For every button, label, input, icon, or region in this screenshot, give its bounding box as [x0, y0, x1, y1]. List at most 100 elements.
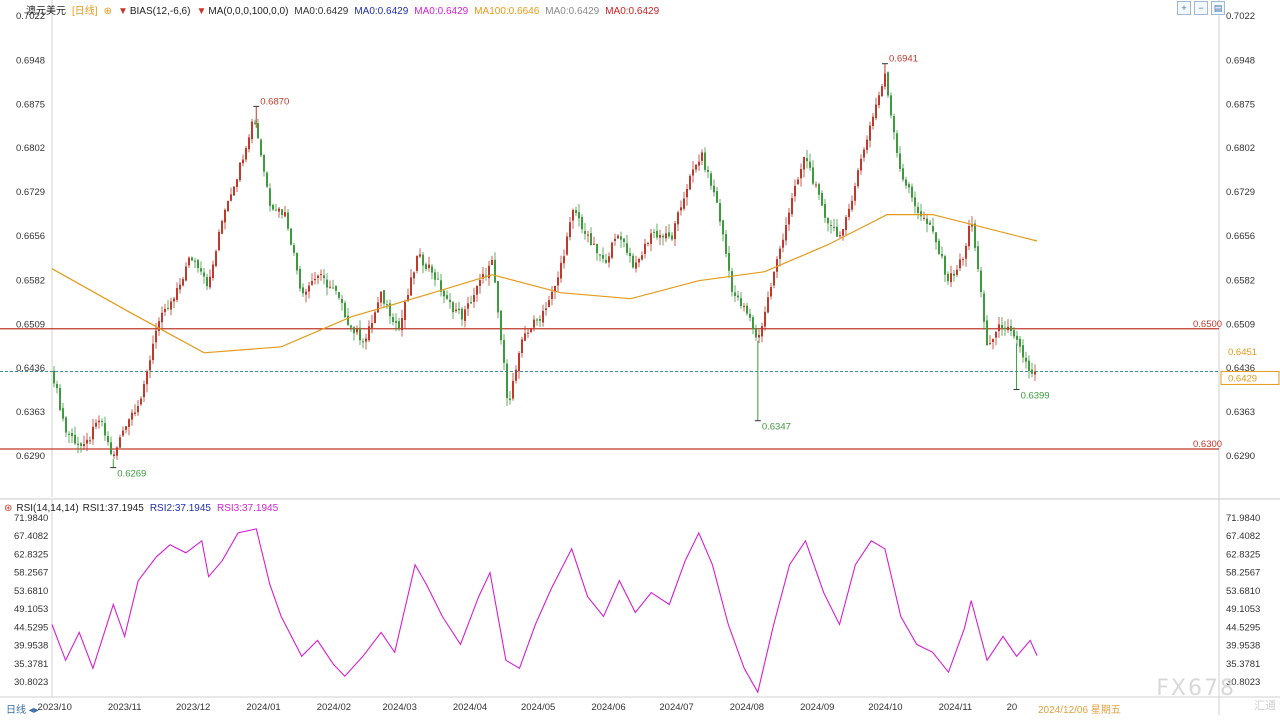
ma-value-3: MA0:0.6429	[414, 6, 469, 17]
candle-body	[599, 254, 601, 256]
rsi-settings-icon[interactable]: ⊛	[4, 503, 13, 514]
expand-icon[interactable]: ▤	[1211, 1, 1225, 15]
candle-body	[104, 423, 106, 436]
candle-body	[644, 243, 646, 254]
bias-indicator-icon[interactable]: ▼	[117, 6, 128, 17]
candle-body	[917, 206, 919, 214]
rsi-tick-left: 30.8023	[14, 677, 48, 688]
candle-body	[929, 222, 931, 225]
rsi-label[interactable]: RSI(14,14,14)	[16, 503, 79, 514]
rsi2-value: RSI2:37.1945	[149, 503, 211, 514]
extreme-label: 0.6941	[889, 54, 918, 65]
candle-body	[866, 139, 868, 150]
candle-body	[821, 192, 823, 206]
candle-body	[140, 398, 142, 405]
candle-body	[89, 440, 91, 442]
candle-body	[950, 273, 952, 283]
candle-body	[716, 191, 718, 203]
price-tick-left: 0.6436	[16, 363, 45, 374]
rsi-tick-left: 58.2567	[14, 568, 48, 579]
ma-group-label[interactable]: MA(0,0,0,100,0,0)	[208, 6, 289, 17]
rsi-tick-right: 71.9840	[1226, 513, 1260, 524]
candle-body	[338, 292, 340, 298]
candle-body	[176, 288, 178, 300]
candle-body	[827, 217, 829, 224]
candle-body	[728, 253, 730, 271]
zoom-out-icon[interactable]: −	[1194, 1, 1208, 15]
rsi3-value: RSI3:37.1945	[217, 503, 279, 514]
candle-body	[698, 161, 700, 166]
symbol-label: 澳元美元	[26, 6, 66, 17]
candle-body	[479, 279, 481, 286]
candle-body	[650, 233, 652, 244]
candle-body	[428, 264, 430, 269]
candle-body	[245, 148, 247, 160]
extreme-label: 0.6269	[117, 469, 146, 480]
candle-body	[902, 168, 904, 180]
candle-body	[593, 243, 595, 245]
candle-body	[980, 270, 982, 293]
candle-body	[182, 279, 184, 286]
candle-body	[455, 309, 457, 312]
candle-body	[890, 95, 892, 116]
candle-body	[782, 239, 784, 248]
rsi1-value: RSI1:37.1945	[82, 503, 144, 514]
price-tick-right: 0.6290	[1226, 451, 1255, 462]
price-tick-right: 0.6656	[1226, 231, 1255, 242]
candle-body	[437, 278, 439, 280]
candle-body	[968, 226, 970, 247]
candle-body	[500, 310, 502, 341]
candle-body	[893, 115, 895, 133]
price-tick-right: 0.6875	[1226, 99, 1255, 110]
candle-body	[284, 212, 286, 217]
candle-body	[161, 312, 163, 323]
candle-body	[476, 285, 478, 295]
candle-body	[68, 433, 70, 435]
candle-body	[143, 384, 145, 398]
period-selector[interactable]: 日线 ◂▸	[6, 701, 39, 716]
candle-body	[815, 184, 817, 186]
candle-body	[230, 194, 232, 201]
candle-body	[752, 317, 754, 329]
candle-body	[413, 272, 415, 279]
candle-body	[77, 443, 79, 445]
period-label[interactable]: 日线	[6, 705, 26, 716]
candle-body	[371, 323, 373, 328]
ma-indicator-icon[interactable]: ▼	[196, 6, 207, 17]
candle-body	[419, 254, 421, 257]
candle-body	[380, 291, 382, 303]
price-tick-right: 0.6582	[1226, 275, 1255, 286]
chevron-down-icon[interactable]: ◂▸	[28, 705, 39, 716]
candle-body	[605, 259, 607, 263]
candle-body	[788, 212, 790, 225]
candle-body	[149, 360, 151, 371]
candle-body	[875, 104, 877, 119]
candle-body	[773, 271, 775, 286]
candle-body	[377, 302, 379, 313]
candle-body	[74, 434, 76, 444]
candle-body	[191, 257, 193, 261]
candle-body	[881, 86, 883, 97]
candle-body	[989, 343, 991, 345]
candle-body	[1019, 338, 1021, 347]
period-tag[interactable]: [日线]	[72, 6, 98, 17]
candle-body	[731, 271, 733, 292]
price-tick-right: 0.6363	[1226, 407, 1255, 418]
candle-body	[686, 188, 688, 198]
zoom-in-icon[interactable]: +	[1177, 1, 1191, 15]
candle-body	[794, 185, 796, 197]
bias-label[interactable]: BIAS(12,-6,6)	[129, 6, 191, 17]
candle-body	[362, 341, 364, 343]
cursor-date-label: 2024/12/06 星期五	[1038, 705, 1121, 716]
candle-body	[311, 281, 313, 285]
candle-body	[848, 208, 850, 218]
candle-body	[842, 229, 844, 236]
price-tick-left: 0.6948	[16, 55, 45, 66]
time-tick: 2024/10	[868, 702, 902, 713]
candle-body	[194, 260, 196, 262]
settings-icon[interactable]: ⊕	[103, 6, 112, 17]
rsi-line	[51, 528, 1038, 694]
candle-body	[497, 281, 499, 313]
candle-body	[53, 370, 55, 384]
